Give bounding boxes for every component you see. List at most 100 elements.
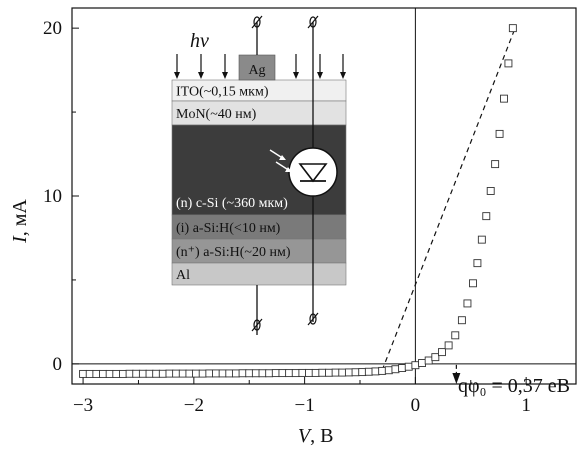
data-point xyxy=(92,369,101,378)
x-tick-label: −2 xyxy=(184,395,204,416)
data-point xyxy=(105,369,114,378)
photon-arrow-head xyxy=(340,72,346,79)
photon-arrow-head xyxy=(198,72,204,79)
x-tick-label: 0 xyxy=(411,395,421,416)
y-axis-unit: , мА xyxy=(9,199,31,237)
data-point xyxy=(79,369,88,378)
photon-arrow-head xyxy=(174,72,180,79)
data-point xyxy=(495,129,504,138)
y-axis-var: I xyxy=(9,235,31,244)
data-point xyxy=(344,368,353,377)
photon-arrow-head xyxy=(317,72,323,79)
data-point xyxy=(119,369,127,378)
ag-contact xyxy=(238,54,276,81)
data-point xyxy=(99,369,107,378)
data-point xyxy=(404,362,413,371)
data-point xyxy=(178,369,187,378)
y-tick-label: 20 xyxy=(43,18,62,39)
terminal-slash xyxy=(251,15,263,29)
data-point xyxy=(469,279,477,288)
layer-label-3: (i) a-Si:H(<10 нм) xyxy=(176,221,281,236)
photon-label: hν xyxy=(190,30,209,52)
data-point xyxy=(331,368,340,377)
data-point xyxy=(438,348,446,357)
data-point xyxy=(364,367,373,376)
data-point xyxy=(311,368,320,377)
layer-label-4: (n⁺) a-Si:H(~20 нм) xyxy=(176,245,291,260)
y-tick-label: 0 xyxy=(53,354,63,375)
data-point xyxy=(278,369,287,378)
data-point xyxy=(158,369,167,378)
data-point xyxy=(457,316,466,325)
terminal-icon xyxy=(253,16,261,28)
terminal-icon xyxy=(309,16,317,28)
data-point xyxy=(351,368,360,377)
data-point xyxy=(291,369,300,378)
data-point xyxy=(132,369,141,378)
data-point xyxy=(145,369,154,378)
data-point xyxy=(378,366,387,375)
data-point xyxy=(508,24,517,33)
data-point xyxy=(298,368,307,377)
data-point xyxy=(305,368,313,377)
data-point xyxy=(265,369,274,378)
x-tick-label: 1 xyxy=(521,395,531,416)
terminal-slash xyxy=(251,318,263,332)
layer-label-5: Al xyxy=(176,268,190,283)
ag-contact-label: Ag xyxy=(248,63,265,78)
data-point xyxy=(325,368,333,377)
light-arrow-head xyxy=(285,167,292,172)
light-arrow-head xyxy=(279,155,286,160)
layer-label-2: (n) c-Si (~360 мкм) xyxy=(176,196,288,211)
data-point xyxy=(85,369,94,378)
data-point xyxy=(411,361,420,370)
data-point xyxy=(285,369,294,378)
intercept-arrowhead xyxy=(452,372,461,384)
data-point xyxy=(482,212,491,221)
data-point xyxy=(112,369,121,378)
terminal-slash xyxy=(307,312,319,326)
data-point xyxy=(418,359,426,367)
data-point xyxy=(245,369,254,378)
x-axis-unit: , В xyxy=(310,425,333,447)
y-tick-label: 10 xyxy=(43,186,62,207)
data-point xyxy=(205,369,214,378)
data-point xyxy=(165,369,174,378)
diode-triangle xyxy=(298,163,328,183)
data-point xyxy=(152,369,161,378)
terminal-icon xyxy=(253,319,261,331)
data-point xyxy=(444,341,453,350)
photon-arrow-head xyxy=(293,72,299,79)
data-point xyxy=(384,366,393,375)
data-point xyxy=(172,369,181,378)
data-point xyxy=(198,369,207,378)
data-point xyxy=(391,365,400,374)
data-point xyxy=(138,369,147,378)
data-point xyxy=(463,299,472,308)
terminal-icon xyxy=(309,313,317,325)
data-point xyxy=(398,364,407,373)
data-point xyxy=(486,187,495,195)
layer-3 xyxy=(171,214,347,240)
layer-label-1: MoN(~40 нм) xyxy=(176,107,257,122)
data-point xyxy=(318,368,327,377)
data-point xyxy=(431,353,440,362)
data-point xyxy=(231,369,240,378)
data-point xyxy=(192,369,201,378)
data-point xyxy=(477,235,486,244)
data-point xyxy=(500,94,508,103)
data-point xyxy=(504,59,513,68)
data-point xyxy=(258,369,267,378)
data-point xyxy=(451,331,460,340)
barrier-annotation: qφ₀ = 0,37 eB xyxy=(458,375,570,397)
layer-label-0: ITO(~0,15 мкм) xyxy=(176,85,269,100)
data-point xyxy=(251,369,260,378)
data-point xyxy=(271,369,280,378)
data-point xyxy=(238,369,247,378)
data-point xyxy=(225,369,234,378)
data-point xyxy=(358,368,367,377)
x-axis-label: V, В xyxy=(298,425,334,447)
data-point xyxy=(473,259,482,268)
